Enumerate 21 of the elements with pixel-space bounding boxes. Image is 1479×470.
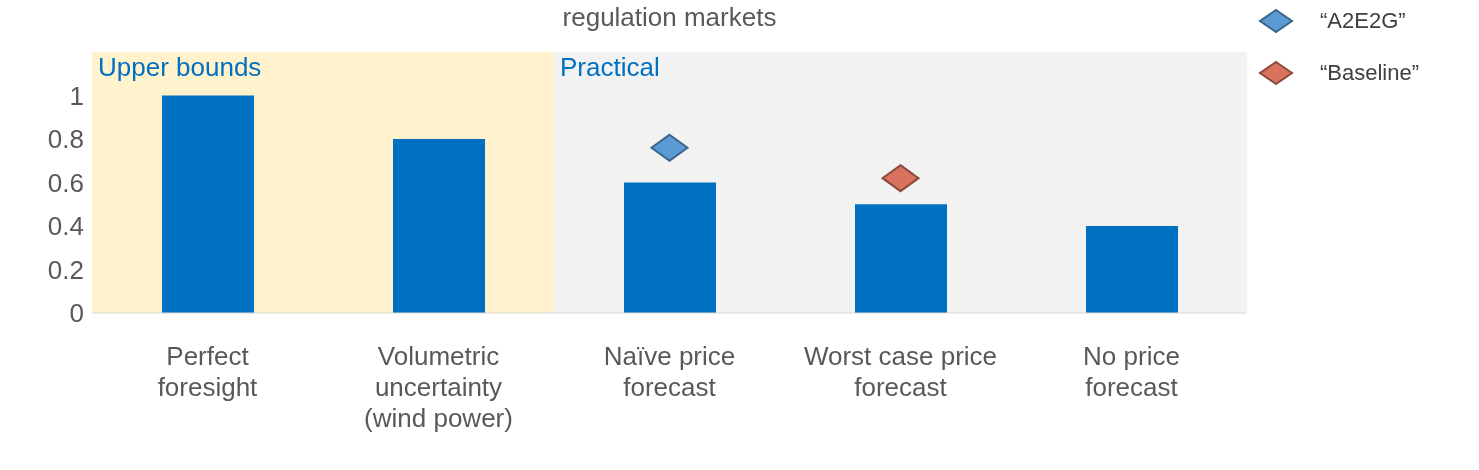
x-tick-label: Volumetric uncertainty (wind power) — [364, 341, 513, 433]
y-tick-label: 0.4 — [47, 211, 84, 242]
chart-title: regulation markets — [561, 2, 778, 33]
x-tick-label: Naïve price forecast — [603, 341, 736, 402]
bar — [1086, 226, 1178, 313]
legend-label: “A2E2G” — [1320, 8, 1406, 34]
y-tick-label: 1 — [69, 80, 84, 111]
y-tick-label: 0.6 — [47, 167, 84, 198]
y-tick-label: 0.8 — [47, 124, 84, 155]
x-tick-label: No price forecast — [1083, 341, 1180, 402]
band-label: Upper bounds — [98, 52, 262, 83]
bar — [624, 182, 716, 313]
y-tick-label: 0.2 — [47, 254, 84, 285]
bar — [393, 139, 485, 313]
x-tick-label: Worst case price forecast — [803, 341, 998, 402]
y-tick-label: 0 — [69, 298, 84, 329]
band-label: Practical — [560, 52, 660, 83]
bar — [162, 95, 254, 313]
bar — [855, 204, 947, 313]
legend-label: “Baseline” — [1320, 60, 1420, 86]
x-tick-label: Perfect foresight — [157, 341, 259, 402]
